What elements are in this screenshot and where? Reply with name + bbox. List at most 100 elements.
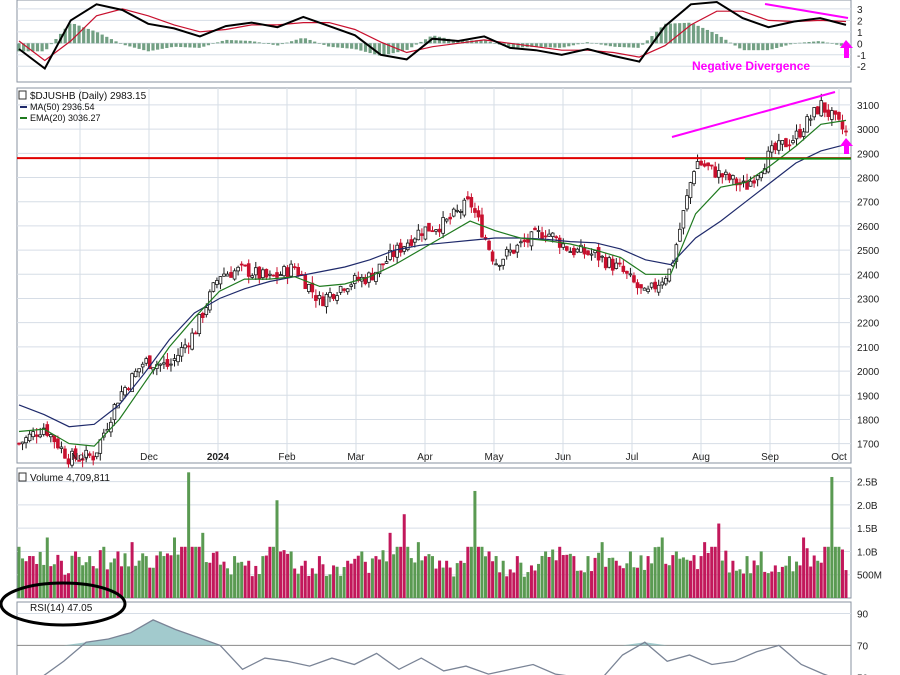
macd-histogram-bar <box>400 43 405 52</box>
macd-histogram-bar <box>682 22 686 44</box>
macd-line <box>18 0 847 71</box>
macd-histogram-bar <box>751 43 756 51</box>
macd-histogram-bar <box>276 43 280 46</box>
macd-histogram-bar <box>405 43 409 50</box>
price-tick-label: 1800 <box>857 415 880 426</box>
candle-body <box>144 358 149 364</box>
volume-bar <box>303 560 307 598</box>
macd-histogram-bar <box>613 43 617 47</box>
candle-body <box>434 229 438 232</box>
volume-bar <box>455 563 459 598</box>
candle-body <box>66 458 71 465</box>
volume-bar <box>586 556 590 598</box>
volume-bar <box>501 560 505 598</box>
x-axis-label: Jul <box>626 452 639 463</box>
volume-bar <box>529 565 533 598</box>
volume-bar <box>763 571 767 598</box>
candle-body <box>801 131 806 137</box>
macd-histogram-bar <box>17 43 21 52</box>
macd-histogram-bar <box>225 39 229 44</box>
candle-body <box>603 257 608 269</box>
candle-body <box>123 387 127 396</box>
macd-histogram-bar <box>636 43 640 48</box>
volume-bar <box>353 558 357 598</box>
macd-histogram-bar <box>105 36 109 44</box>
macd-histogram-bar <box>271 43 275 45</box>
macd-arrow-icon <box>840 40 853 58</box>
volume-bar <box>105 569 109 598</box>
candle-body <box>427 222 431 232</box>
macd-histogram-bar <box>313 41 317 44</box>
price-tick-label: 2000 <box>857 367 880 378</box>
macd-histogram-bar <box>484 40 488 44</box>
volume-bar <box>575 570 579 598</box>
x-axis-label: Oct <box>831 452 847 463</box>
candle-body <box>197 314 202 335</box>
volume-bar <box>190 546 194 598</box>
candle-body <box>377 263 382 275</box>
candle-body <box>734 178 739 186</box>
candle-body <box>112 404 117 421</box>
volume-bar <box>392 554 396 598</box>
candle-body <box>487 240 491 250</box>
volume-bar <box>360 551 364 598</box>
candle-body <box>787 144 792 147</box>
macd-histogram-bar <box>622 43 626 48</box>
candle-body <box>328 292 332 298</box>
candle-body <box>784 138 788 148</box>
volume-bar <box>420 560 424 598</box>
candle-body <box>660 281 665 286</box>
volume-bar <box>264 555 268 598</box>
candle-body <box>38 434 43 438</box>
macd-annotation: Negative Divergence <box>692 59 810 73</box>
macd-histogram-bar <box>765 43 770 51</box>
rsi-highlight-ellipse <box>0 581 127 627</box>
macd-histogram-bar <box>368 43 372 54</box>
candle-body <box>264 268 269 278</box>
macd-histogram-bar <box>812 41 816 44</box>
macd-histogram-bar <box>456 40 460 44</box>
volume-bar <box>798 565 802 598</box>
candle-body <box>49 434 53 438</box>
volume-bar <box>374 556 378 598</box>
candle-body <box>303 275 308 290</box>
macd-histogram-bar <box>308 39 312 44</box>
macd-histogram-bar <box>673 23 677 44</box>
macd-histogram-bar <box>539 43 543 47</box>
candle-body <box>490 251 495 262</box>
volume-bar <box>282 550 286 598</box>
candle-body <box>176 354 180 363</box>
volume-bar <box>544 551 548 598</box>
macd-histogram-bar <box>724 39 728 44</box>
volume-bar <box>720 560 724 598</box>
candle-body <box>162 362 166 365</box>
macd-histogram-bar <box>802 42 807 44</box>
macd-histogram-bar <box>197 43 201 48</box>
volume-bar <box>226 568 230 598</box>
price-divergence-line <box>671 91 836 138</box>
candle-body <box>243 264 247 267</box>
macd-histogram-bar <box>705 29 709 44</box>
macd-histogram-bar <box>345 43 349 49</box>
candle-body <box>349 284 354 287</box>
volume-bar <box>423 556 427 598</box>
volume-bar <box>388 532 392 598</box>
rsi-panel: 90 70 50 RSI(14) 47.05 <box>0 581 869 675</box>
volume-bar <box>731 560 735 598</box>
volume-bar <box>381 550 385 598</box>
macd-histogram-bar <box>567 43 571 47</box>
candle-body <box>257 266 262 279</box>
candle-body <box>833 110 838 115</box>
candle-body <box>374 271 378 282</box>
volume-bar <box>38 551 42 598</box>
volume-bar <box>582 572 586 598</box>
macd-histogram-bar <box>336 43 340 48</box>
volume-bar <box>600 542 604 598</box>
macd-histogram-bar <box>747 43 751 51</box>
volume-bar <box>590 571 594 598</box>
price-tick-label: 2300 <box>857 294 880 305</box>
candle-body <box>625 270 629 274</box>
macd-histogram-bar <box>331 43 335 48</box>
macd-tick-label: 1 <box>857 28 863 39</box>
